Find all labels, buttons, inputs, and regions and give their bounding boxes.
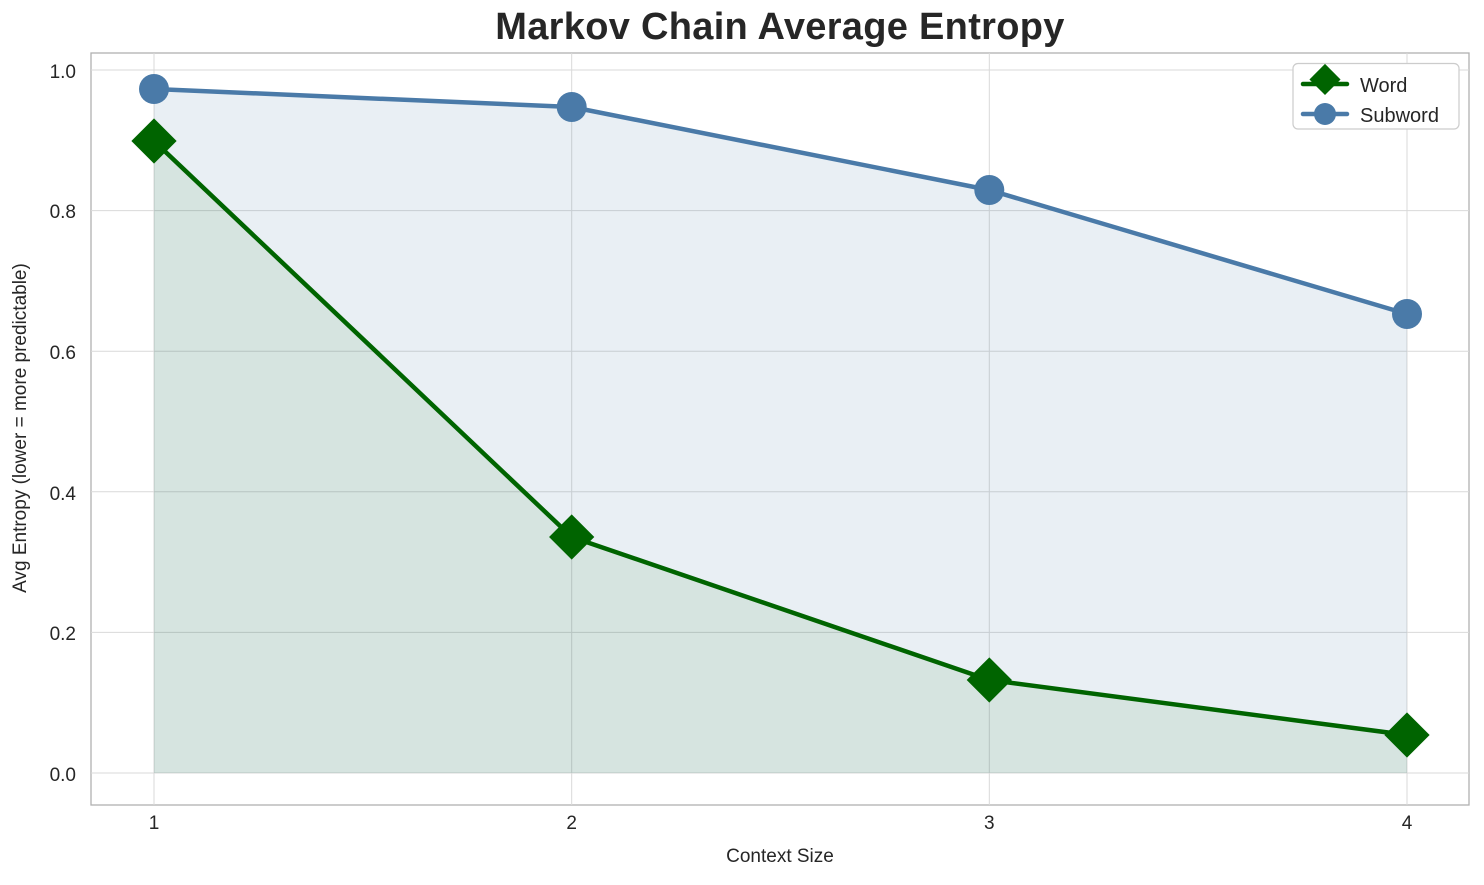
- svg-text:1.0: 1.0: [50, 62, 76, 83]
- svg-text:0.2: 0.2: [50, 624, 76, 645]
- svg-text:0.8: 0.8: [50, 202, 76, 223]
- svg-text:2: 2: [566, 813, 577, 834]
- svg-text:0.6: 0.6: [50, 343, 76, 364]
- svg-text:Subword: Subword: [1360, 105, 1439, 127]
- svg-text:0.0: 0.0: [50, 765, 76, 786]
- svg-text:4: 4: [1402, 813, 1413, 834]
- svg-text:Word: Word: [1360, 75, 1407, 97]
- svg-text:1: 1: [149, 813, 160, 834]
- svg-text:0.4: 0.4: [50, 484, 77, 505]
- svg-text:3: 3: [984, 813, 995, 834]
